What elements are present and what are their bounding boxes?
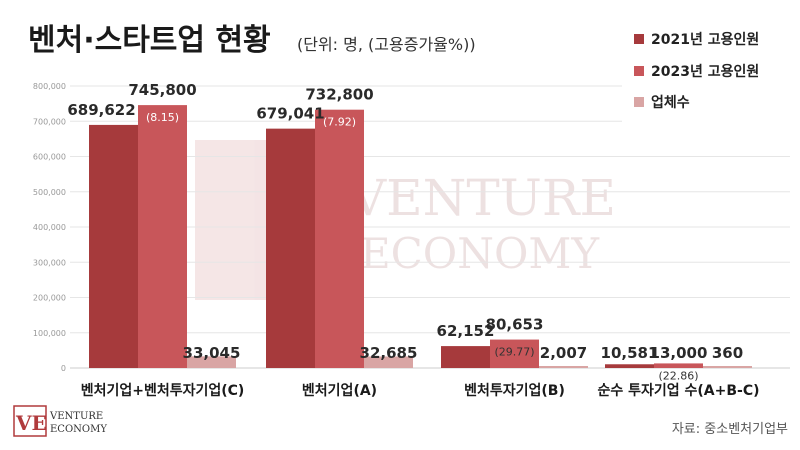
legend-swatch-2023 bbox=[634, 66, 644, 76]
y-tick-label: 200,000 bbox=[33, 294, 66, 303]
growth-label: (22.86) bbox=[658, 369, 698, 382]
watermark-line2: ECONOMY bbox=[360, 229, 600, 278]
watermark-line1: VENTURE bbox=[349, 169, 616, 227]
data-label: 679,041 bbox=[256, 105, 324, 123]
legend-label-2023: 2023년 고용인원 bbox=[651, 63, 759, 80]
y-tick-label: 0 bbox=[61, 364, 66, 373]
watermark: VENTURE ECONOMY bbox=[195, 140, 616, 300]
data-label: 2,007 bbox=[540, 344, 587, 362]
bar-firms bbox=[703, 366, 752, 368]
data-label: 360 bbox=[712, 344, 743, 362]
bar-2023 bbox=[315, 109, 364, 369]
data-label: 745,800 bbox=[128, 81, 196, 99]
logo: VE VENTURE ECONOMY bbox=[13, 405, 107, 437]
bar-2021 bbox=[441, 346, 490, 368]
x-tick-label: 벤처투자기업(B) bbox=[464, 383, 565, 399]
data-label: 62,152 bbox=[437, 322, 495, 340]
logo-line1: VENTURE bbox=[49, 411, 103, 422]
x-tick-label: 벤처기업(A) bbox=[302, 383, 377, 399]
y-tick-label: 800,000 bbox=[33, 82, 66, 91]
data-label: 13,000 bbox=[650, 344, 708, 362]
legend-box bbox=[622, 18, 790, 126]
bar-2023 bbox=[138, 105, 187, 368]
legend-swatch-2021 bbox=[634, 34, 644, 44]
growth-label: (29.77) bbox=[494, 346, 534, 359]
data-label: 33,045 bbox=[183, 344, 241, 362]
bar-2023 bbox=[654, 363, 703, 368]
data-label: 10,581 bbox=[601, 344, 659, 362]
y-tick-label: 300,000 bbox=[33, 258, 66, 267]
y-tick-label: 600,000 bbox=[33, 153, 66, 162]
data-label: 732,800 bbox=[305, 86, 373, 104]
y-tick-label: 500,000 bbox=[33, 188, 66, 197]
bar-2023 bbox=[490, 339, 539, 368]
x-tick-label: 순수 투자기업 수(A+B-C) bbox=[597, 383, 759, 399]
bar-firms bbox=[364, 356, 413, 368]
bar-2021 bbox=[605, 364, 654, 368]
legend-label-2021: 2021년 고용인원 bbox=[651, 31, 759, 48]
legend-label-firms: 업체수 bbox=[651, 95, 690, 111]
bar-firms bbox=[187, 356, 236, 368]
legend-swatch-firms bbox=[634, 97, 644, 107]
growth-label: (7.92) bbox=[323, 116, 356, 129]
x-tick-label: 벤처기업+벤처투자기업(C) bbox=[81, 383, 245, 399]
page-title: 벤처·스타트업 현황 bbox=[28, 23, 271, 58]
legend: 2021년 고용인원 2023년 고용인원 업체수 bbox=[622, 18, 790, 126]
bar-2021 bbox=[89, 124, 138, 369]
data-label: 32,685 bbox=[360, 344, 418, 362]
source-note: 자료: 중소벤처기업부 bbox=[672, 422, 788, 437]
growth-label: (8.15) bbox=[146, 111, 179, 124]
bar-2021 bbox=[266, 128, 315, 368]
bar-firms bbox=[539, 366, 588, 368]
x-axis-labels: 벤처기업+벤처투자기업(C) 벤처기업(A) 벤처투자기업(B) 순수 투자기업 수(… bbox=[81, 383, 760, 399]
logo-mark-box bbox=[13, 405, 47, 437]
logo-line2: ECONOMY bbox=[50, 424, 107, 435]
bars bbox=[89, 105, 752, 369]
data-label: 689,622 bbox=[67, 101, 135, 119]
unit-note: (단위: 명, (고용증가율%)) bbox=[297, 35, 476, 54]
y-tick-label: 100,000 bbox=[33, 329, 66, 338]
data-labels: 689,622 745,800 (8.15) 33,045 679,041732,800… bbox=[67, 81, 743, 382]
y-grid: 0 100,000 200,000 300,000 400,000 500,000 600,… bbox=[33, 82, 790, 373]
logo-mark: VE bbox=[15, 411, 47, 435]
y-tick-label: 400,000 bbox=[33, 223, 66, 232]
data-label: 80,653 bbox=[486, 316, 544, 334]
y-tick-label: 700,000 bbox=[33, 117, 66, 126]
